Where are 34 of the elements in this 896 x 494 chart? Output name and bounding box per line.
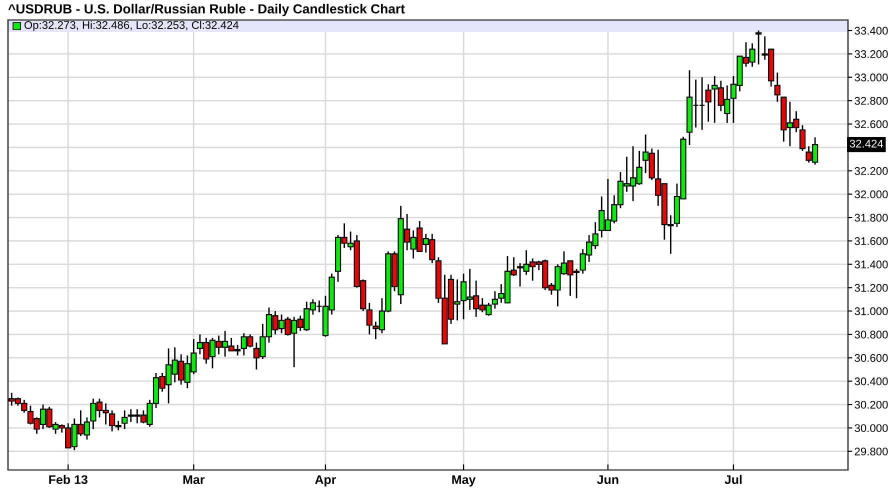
y-tick-label: 33.200 xyxy=(854,50,888,58)
x-tick-label: May xyxy=(452,475,476,487)
candlestick xyxy=(492,290,498,310)
y-tick-label: 30.000 xyxy=(854,424,888,432)
y-tick-label: 31.000 xyxy=(854,307,888,316)
text: 32.424 xyxy=(850,140,884,148)
x-tick-label: Mar xyxy=(183,475,205,484)
y-tick-label: 29.800 xyxy=(854,448,888,456)
chart-title: ^USDRUB - U.S. Dollar/Russian Ruble - Daily Candlestick Chart xyxy=(8,4,405,16)
y-tick-label: 33.400 xyxy=(854,26,888,35)
y-tick-label: 31.200 xyxy=(854,284,888,292)
y-tick-label: 32.000 xyxy=(854,190,888,198)
y-tick-label: 33.000 xyxy=(854,74,888,82)
y-tick-label: 30.800 xyxy=(854,330,888,339)
x-tick-label: Jul xyxy=(724,474,742,484)
x-tick-label: Jun xyxy=(597,475,618,484)
candlestick xyxy=(755,30,762,66)
candlestick xyxy=(366,302,372,336)
y-tick-label: 31.600 xyxy=(854,237,888,246)
y-tick-label: 30.400 xyxy=(854,377,888,386)
x-tick-label: Feb 13 xyxy=(49,474,88,484)
candlestick xyxy=(799,124,806,152)
y-tick-label: 32.800 xyxy=(854,96,888,105)
candlestick xyxy=(705,84,712,122)
y-tick-label: 30.600 xyxy=(854,354,888,362)
y-tick-label: 31.800 xyxy=(854,214,888,222)
x-tick-label: Apr xyxy=(315,475,336,487)
y-tick-label: 31.400 xyxy=(854,260,888,268)
y-tick-label: 30.200 xyxy=(854,400,888,409)
candlestick xyxy=(774,72,780,103)
y-tick-label: 32.200 xyxy=(854,167,888,175)
y-tick-label: 32.600 xyxy=(854,120,888,128)
candlestick xyxy=(122,410,128,430)
annotation: Op:32.273, Hi:32.486, Lo:32.253, Cl:32.424 xyxy=(24,20,239,32)
